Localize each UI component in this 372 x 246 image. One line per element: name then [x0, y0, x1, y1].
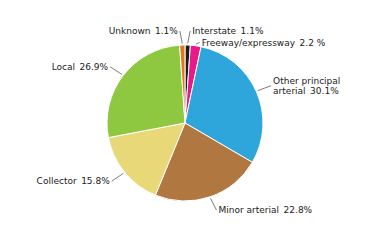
leader-line: [112, 173, 124, 181]
leader-line: [180, 31, 182, 43]
leader-line: [258, 86, 271, 91]
labels: Interstate 1.1% Freeway/expressway 2.2 % Oth…: [37, 26, 341, 215]
leader-line: [211, 198, 217, 210]
leader-lines: [110, 31, 271, 210]
label-category: Unknown: [109, 26, 151, 36]
label-value: 30.1%: [310, 86, 339, 96]
leader-line: [196, 42, 200, 44]
pie-slice: [180, 45, 185, 123]
slice-label: Interstate 1.1%: [192, 26, 264, 36]
leader-line: [110, 67, 122, 75]
slice-label: Local 26.9%: [52, 62, 109, 72]
chart: Interstate 1.1% Freeway/expressway 2.2 % Oth…: [0, 0, 372, 246]
label-category: Interstate: [192, 26, 236, 36]
label-category: Local: [52, 62, 75, 72]
label-category: arterial: [273, 86, 306, 96]
label-category: Freeway/expressway: [202, 38, 296, 48]
label-category: Minor arterial: [219, 205, 280, 215]
label-value: 22.8%: [284, 205, 313, 215]
slice-label: Other principalarterial 30.1%: [273, 76, 340, 96]
label-category: Other principal: [273, 76, 340, 86]
slice-label: Collector 15.8%: [37, 176, 111, 186]
leader-line: [188, 31, 190, 43]
slice-label: Unknown 1.1%: [109, 26, 179, 36]
pie: Interstate 1.1% Freeway/expressway 2.2 % Oth…: [37, 26, 341, 215]
label-category: Collector: [37, 176, 77, 186]
label-value: 1.1%: [155, 26, 178, 36]
label-value: 26.9%: [80, 62, 109, 72]
slice-label: Minor arterial 22.8%: [219, 205, 313, 215]
slices: [107, 45, 263, 201]
label-value: 1.1%: [241, 26, 264, 36]
label-value: 15.8%: [81, 176, 110, 186]
slice-label: Freeway/expressway 2.2 %: [202, 38, 326, 48]
label-value: 2.2 %: [300, 38, 326, 48]
pie-slice: [107, 45, 185, 137]
